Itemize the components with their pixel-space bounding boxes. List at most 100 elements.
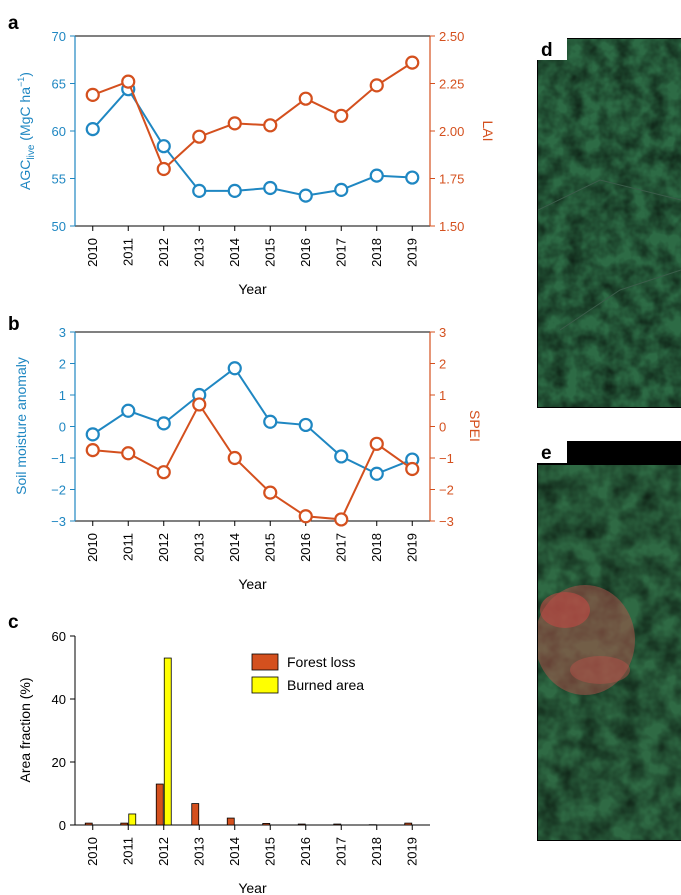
- chart-c-x-tick-label: 2015: [262, 837, 277, 866]
- chart-a-series-left-line: [92, 87, 413, 197]
- chart-b-x-tick-label: 2019: [404, 533, 419, 562]
- panel-label-e: e: [541, 443, 552, 464]
- chart-a-x-tick-label: 2012: [156, 238, 171, 267]
- chart-a-series-left-point: [334, 182, 349, 197]
- chart-c-legend-swatch-forest-loss: [251, 653, 279, 671]
- chart-a-series-right-point: [298, 91, 313, 106]
- chart-b-x-tick-label: 2013: [191, 533, 206, 562]
- chart-b-left-y-tick-label: −1: [51, 451, 66, 466]
- chart-a-x-tick-label: 2011: [120, 238, 135, 266]
- chart-c-x-tick-label: 2018: [369, 837, 384, 866]
- chart-a-series-right-point: [405, 55, 420, 70]
- chart-b-right-y-tick-label: 2: [439, 357, 446, 372]
- chart-a-series-right-point: [369, 78, 384, 93]
- chart-b-series-left-point: [298, 417, 313, 433]
- chart-a-series-left-point: [405, 170, 420, 185]
- chart-a-series-right-point: [263, 118, 278, 133]
- chart-a-x-tick-label: 2017: [333, 238, 348, 267]
- chart-b-series-right-point: [192, 397, 207, 412]
- chart-a-series-left-point: [85, 122, 100, 137]
- chart-b-series-right-point: [263, 485, 278, 500]
- chart-b-right-y-tick-label: −3: [439, 514, 454, 529]
- chart-b-right-y-axis-label: SPEI: [467, 410, 483, 442]
- chart-c-bar-burned-area: [163, 657, 172, 826]
- chart-c-bar-burned-area: [128, 813, 137, 826]
- chart-c-bar-forest-loss: [262, 823, 271, 826]
- chart-b-left-y-tick-label: 2: [59, 357, 66, 372]
- chart-c-y-tick-label: 0: [59, 818, 66, 833]
- chart-c-bar-forest-loss: [191, 803, 200, 826]
- chart-a-right-y-tick-label: 1.50: [439, 219, 464, 234]
- chart-c-x-tick-label: 2013: [191, 837, 206, 866]
- chart-b-x-tick-label: 2011: [120, 533, 135, 561]
- panel-label-c: c: [8, 612, 19, 633]
- chart-a-x-tick-label: 2019: [404, 238, 419, 267]
- chart-a-left-y-tick-label: 60: [52, 124, 66, 139]
- panel-label-b: b: [8, 314, 20, 335]
- chart-a-left-y-tick-label: 50: [52, 219, 66, 234]
- chart-a-right-y-axis-label: LAI: [480, 120, 496, 141]
- chart-a-x-tick-label: 2018: [369, 238, 384, 267]
- chart-a-series-left-point: [263, 180, 278, 196]
- chart-b-series-right-point: [227, 450, 242, 466]
- chart-b-series-right-point: [334, 512, 349, 527]
- chart-b-series-right-point: [121, 446, 136, 461]
- chart-b-series-left-point: [334, 449, 349, 464]
- chart-b-left-y-tick-label: −2: [51, 483, 66, 498]
- chart-b-right-y-tick-label: 3: [439, 325, 446, 340]
- chart-c-bar-forest-loss: [155, 783, 164, 826]
- chart-a-right-y-tick-label: 2.00: [439, 124, 464, 139]
- panel-label-a: a: [8, 13, 19, 34]
- chart-b-x-tick-label: 2012: [156, 533, 171, 562]
- chart-b-left-y-tick-label: 1: [59, 388, 66, 403]
- chart-c-y-tick-label: 20: [52, 755, 66, 770]
- chart-a: 2010 2011 2012 2013 2014 2015 2016 2017 2018 2019…: [16, 29, 496, 297]
- chart-a-left-y-tick-label: 65: [52, 77, 66, 92]
- chart-a-series-right-point: [121, 74, 136, 89]
- chart-a-series-left-point: [298, 188, 313, 203]
- chart-c-x-tick-label: 2016: [298, 837, 313, 866]
- chart-c-legend-label-burned-area: Burned area: [287, 677, 364, 693]
- satellite-image-d: d: [537, 38, 681, 408]
- chart-b-right-y-tick-label: −2: [439, 483, 454, 498]
- chart-a-series-right-point: [227, 116, 242, 131]
- chart-c-y-tick-label: 60: [52, 629, 66, 644]
- chart-c-x-tick-label: 2014: [227, 837, 242, 866]
- chart-c-x-tick-label: 2012: [156, 837, 171, 866]
- chart-b-series-left-line: [92, 366, 413, 475]
- chart-a-x-tick-label: 2015: [262, 238, 277, 267]
- chart-c-y-axis-label: Area fraction (%): [17, 677, 33, 782]
- chart-a-x-tick-label: 2013: [191, 238, 206, 267]
- chart-c-x-tick-label: 2017: [333, 837, 348, 866]
- chart-b-series-left-point: [85, 427, 100, 442]
- chart-b-series-right-point: [85, 443, 100, 458]
- chart-b-series-right-line: [92, 402, 413, 521]
- chart-b-x-tick-label: 2017: [333, 533, 348, 562]
- chart-a-x-tick-label: 2016: [298, 238, 313, 267]
- chart-c-legend-label-forest-loss: Forest loss: [287, 654, 355, 670]
- chart-a-series-right-point: [85, 87, 100, 103]
- chart-b-right-y-tick-label: −1: [439, 451, 454, 466]
- chart-c-x-tick-label: 2011: [120, 837, 135, 865]
- chart-b-x-tick-label: 2014: [227, 533, 242, 562]
- chart-c-bar-forest-loss: [120, 822, 129, 826]
- chart-c-bar-forest-loss: [226, 817, 235, 826]
- chart-b-left-y-tick-label: −3: [51, 514, 66, 529]
- chart-b-left-y-tick-label: 0: [59, 420, 66, 435]
- chart-b-series-left-point: [156, 416, 171, 431]
- chart-c: 0 20 40 60 Area fraction (%) 2010 2011 2012 2013…: [17, 629, 430, 895]
- chart-c-legend-swatch-burned-area: [251, 676, 279, 694]
- chart-a-series-right-point: [192, 129, 207, 144]
- chart-c-y-tick-label: 40: [52, 692, 66, 707]
- chart-b-x-tick-label: 2015: [262, 533, 277, 562]
- chart-a-series-right-point: [334, 108, 349, 123]
- chart-b-series-right-point: [369, 436, 384, 451]
- chart-a-x-tick-label: 2014: [227, 238, 242, 267]
- chart-b-x-tick-label: 2016: [298, 533, 313, 562]
- chart-a-series-right-line: [92, 61, 413, 171]
- panel-label-d: d: [541, 40, 553, 61]
- chart-b-x-tick-label: 2010: [85, 533, 100, 562]
- chart-c-bar-forest-loss: [333, 823, 342, 826]
- chart-a-series-left-point: [369, 168, 384, 183]
